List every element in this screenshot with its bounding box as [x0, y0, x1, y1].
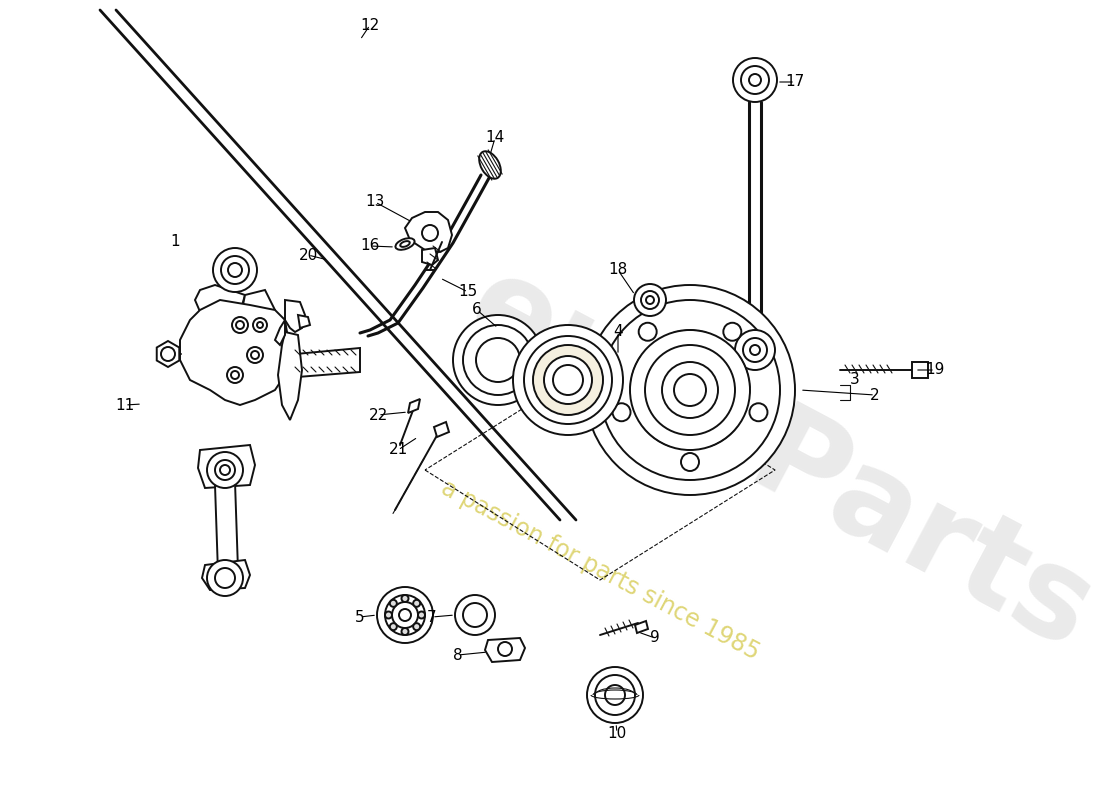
Text: 8: 8	[453, 647, 463, 662]
Circle shape	[402, 595, 408, 602]
Circle shape	[641, 291, 659, 309]
Text: 3: 3	[850, 373, 860, 387]
Circle shape	[741, 66, 769, 94]
Circle shape	[231, 371, 239, 379]
Circle shape	[385, 611, 392, 618]
Circle shape	[422, 225, 438, 241]
Circle shape	[221, 256, 249, 284]
Polygon shape	[195, 285, 245, 335]
Text: 22: 22	[368, 407, 387, 422]
Polygon shape	[202, 560, 250, 590]
Text: 18: 18	[608, 262, 628, 278]
Text: 19: 19	[925, 362, 945, 378]
Circle shape	[605, 685, 625, 705]
Circle shape	[207, 560, 243, 596]
Text: euroParts: euroParts	[447, 245, 1100, 675]
Circle shape	[534, 345, 603, 415]
Polygon shape	[434, 422, 449, 437]
Text: 17: 17	[785, 74, 804, 90]
Circle shape	[662, 362, 718, 418]
Circle shape	[389, 623, 397, 630]
Circle shape	[389, 600, 397, 607]
Circle shape	[735, 330, 776, 370]
Circle shape	[161, 347, 175, 361]
Polygon shape	[298, 315, 310, 328]
Circle shape	[733, 58, 777, 102]
Circle shape	[639, 322, 657, 341]
Text: 9: 9	[650, 630, 660, 646]
Polygon shape	[278, 332, 303, 420]
Circle shape	[585, 285, 795, 495]
Polygon shape	[635, 621, 648, 633]
Circle shape	[377, 587, 433, 643]
Circle shape	[587, 667, 643, 723]
Circle shape	[414, 623, 420, 630]
Circle shape	[402, 628, 408, 635]
Circle shape	[724, 322, 741, 341]
Circle shape	[214, 568, 235, 588]
Text: 10: 10	[607, 726, 627, 741]
Circle shape	[392, 602, 418, 628]
Circle shape	[613, 403, 630, 422]
Circle shape	[214, 460, 235, 480]
Circle shape	[681, 453, 698, 471]
Polygon shape	[912, 362, 928, 378]
Text: 15: 15	[459, 285, 477, 299]
Text: 11: 11	[116, 398, 134, 413]
Text: 20: 20	[298, 247, 318, 262]
Circle shape	[213, 248, 257, 292]
Circle shape	[207, 452, 243, 488]
Polygon shape	[485, 638, 525, 662]
Text: 6: 6	[472, 302, 482, 318]
Circle shape	[220, 465, 230, 475]
Circle shape	[418, 611, 425, 618]
Polygon shape	[156, 341, 179, 367]
Polygon shape	[198, 445, 255, 488]
Text: 14: 14	[485, 130, 505, 146]
Polygon shape	[180, 300, 290, 405]
Polygon shape	[422, 248, 438, 265]
Circle shape	[232, 317, 248, 333]
Text: 21: 21	[388, 442, 408, 458]
Circle shape	[414, 600, 420, 607]
Circle shape	[544, 356, 592, 404]
Circle shape	[498, 642, 512, 656]
Text: 16: 16	[361, 238, 379, 254]
Circle shape	[453, 315, 543, 405]
Text: 4: 4	[613, 325, 623, 339]
Ellipse shape	[395, 238, 415, 250]
Circle shape	[634, 284, 665, 316]
Polygon shape	[275, 300, 305, 345]
Text: 12: 12	[361, 18, 379, 33]
Circle shape	[749, 74, 761, 86]
Text: a passion for parts since 1985: a passion for parts since 1985	[437, 475, 763, 665]
Circle shape	[476, 338, 520, 382]
Circle shape	[236, 321, 244, 329]
Circle shape	[228, 263, 242, 277]
Circle shape	[253, 318, 267, 332]
Text: 1: 1	[170, 234, 179, 250]
Circle shape	[227, 367, 243, 383]
Circle shape	[248, 347, 263, 363]
Circle shape	[750, 345, 760, 355]
Text: 7: 7	[427, 610, 437, 625]
Circle shape	[742, 338, 767, 362]
Text: 5: 5	[355, 610, 365, 625]
Polygon shape	[214, 482, 238, 573]
Text: 13: 13	[365, 194, 385, 210]
Polygon shape	[240, 290, 275, 340]
Circle shape	[630, 330, 750, 450]
Circle shape	[455, 595, 495, 635]
Polygon shape	[408, 399, 420, 413]
Text: 2: 2	[870, 387, 880, 402]
Polygon shape	[405, 212, 452, 252]
Circle shape	[749, 403, 768, 422]
Circle shape	[646, 296, 654, 304]
Circle shape	[257, 322, 263, 328]
Polygon shape	[285, 348, 360, 378]
Circle shape	[251, 351, 258, 359]
Ellipse shape	[480, 151, 501, 178]
Circle shape	[513, 325, 623, 435]
